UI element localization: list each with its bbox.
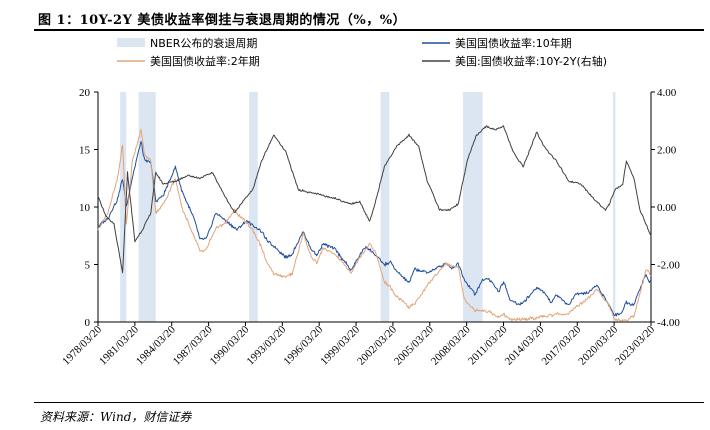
right-tick-label-4: 4.00: [657, 87, 677, 99]
recession-band-3: [380, 92, 390, 322]
recession-band-5: [612, 92, 616, 322]
title-rule: [34, 29, 704, 31]
source-rule: [34, 402, 704, 403]
recession-band-0: [120, 92, 127, 322]
right-tick-label-0: -4.00: [657, 317, 680, 329]
recession-band-2: [249, 92, 258, 322]
figure-title: 图 1：10Y-2Y 美债收益率倒挂与衰退周期的情况（%，%）: [38, 13, 407, 28]
right-tick-label-1: -2.00: [657, 260, 680, 272]
legend-label-1: 美国国债收益率:10年期: [455, 36, 572, 50]
left-tick-label-3: 15: [79, 145, 91, 157]
series-line-0: [97, 141, 652, 317]
x-tick-label-10: 2008/03/20: [429, 323, 473, 367]
legend-label-3: 美国:国债收益率:10Y-2Y(右轴): [455, 54, 607, 68]
chart-canvas: 05101520-4.00-2.000.002.004.001978/03/20…: [60, 36, 680, 368]
legend-swatch-0: [117, 38, 145, 47]
x-tick-label-15: 2023/03/20: [613, 323, 657, 367]
legend-label-0: NBER公布的衰退周期: [150, 36, 257, 50]
recession-bands: [120, 92, 616, 322]
legend-label-2: 美国国债收益率:2年期: [150, 54, 260, 68]
left-tick-label-2: 10: [79, 202, 91, 214]
left-tick-label-0: 0: [85, 317, 91, 329]
source-note: 资料来源：Wind，财信证券: [40, 410, 192, 424]
series-line-1: [97, 128, 652, 322]
series-lines: [97, 125, 652, 322]
right-tick-label-3: 2.00: [657, 145, 677, 157]
left-tick-label-4: 20: [79, 87, 91, 99]
left-tick-label-1: 5: [85, 260, 91, 272]
right-tick-label-2: 0.00: [657, 202, 677, 214]
recession-band-1: [138, 92, 156, 322]
series-line-2: [97, 125, 652, 274]
recession-band-4: [462, 92, 483, 322]
